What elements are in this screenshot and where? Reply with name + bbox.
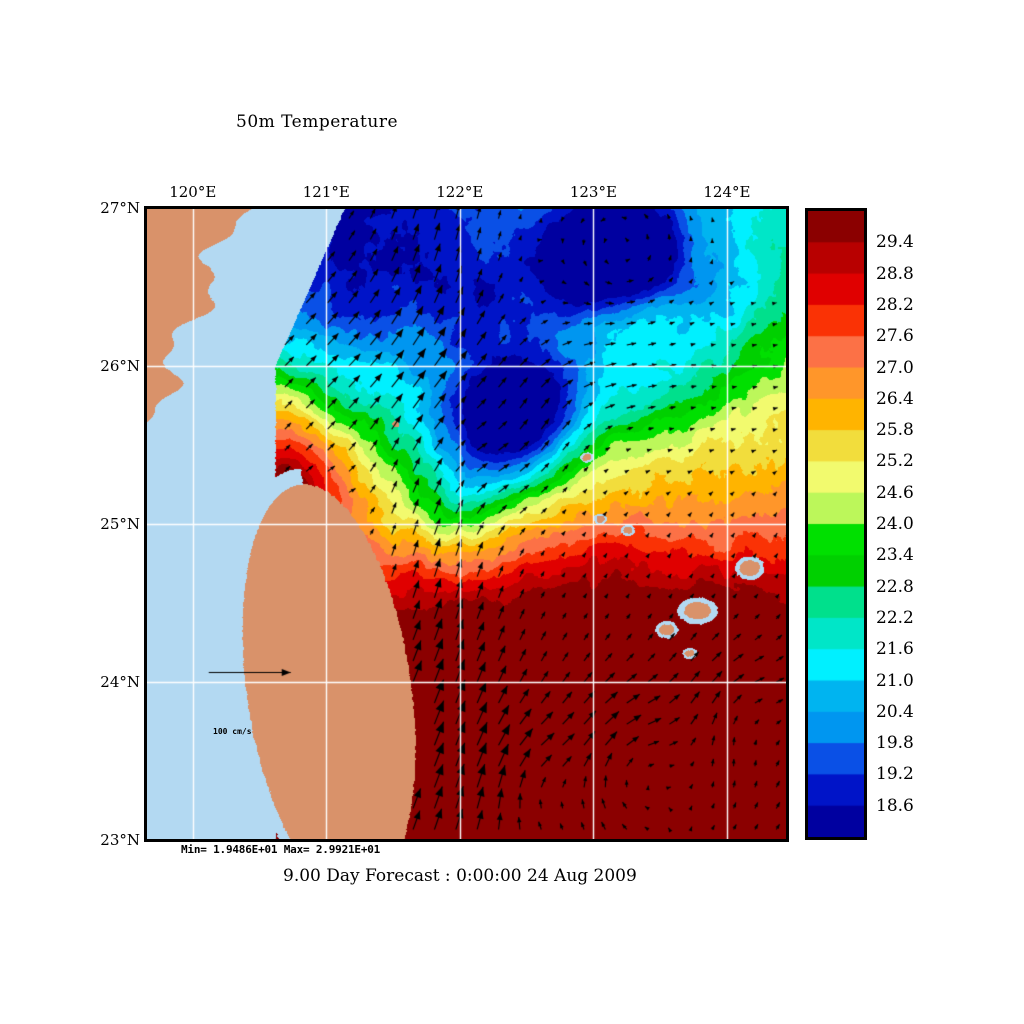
colorbar-label-1: 28.8	[876, 263, 914, 284]
colorbar-label-4: 27.0	[876, 357, 914, 378]
temperature-field-canvas	[146, 208, 787, 840]
colorbar-label-9: 24.0	[876, 514, 914, 534]
colorbar-label-6: 25.8	[876, 420, 914, 441]
longitude-tick-1: 121°E	[302, 183, 350, 201]
latitude-tick-1: 26°N	[100, 357, 140, 375]
colorbar-label-15: 20.4	[876, 701, 914, 722]
longitude-tick-2: 122°E	[436, 183, 484, 201]
temperature-colorbar[interactable]	[805, 208, 867, 840]
colorbar-label-11: 22.8	[876, 576, 914, 597]
forecast-footer: 9.00 Day Forecast : 0:00:00 24 Aug 2009	[283, 866, 637, 886]
latitude-tick-4: 23°N	[100, 831, 140, 849]
vector-scale-label: 100 cm/s	[213, 727, 252, 736]
latitude-tick-0: 27°N	[100, 199, 140, 217]
colorbar-label-10: 23.4	[876, 545, 914, 566]
colorbar-label-2: 28.2	[876, 294, 914, 315]
latitude-tick-3: 24°N	[100, 673, 140, 691]
colorbar-label-0: 29.4	[876, 232, 914, 253]
colorbar-label-18: 18.6	[876, 795, 914, 816]
colorbar-label-12: 22.2	[876, 607, 914, 628]
colorbar-label-8: 24.6	[876, 482, 914, 503]
longitude-tick-4: 124°E	[703, 183, 751, 201]
temperature-and-current-map[interactable]	[146, 208, 787, 840]
colorbar-label-7: 25.2	[876, 451, 914, 472]
colorbar-label-14: 21.0	[876, 670, 914, 691]
colorbar-label-13: 21.6	[876, 639, 914, 660]
longitude-tick-0: 120°E	[169, 183, 217, 201]
colorbar-label-5: 26.4	[876, 388, 914, 409]
longitude-tick-3: 123°E	[569, 183, 617, 201]
min-max-annotation: Min= 1.9486E+01 Max= 2.9921E+01	[181, 843, 381, 856]
colorbar-label-3: 27.6	[876, 326, 914, 347]
page-title: 50m Temperature	[236, 112, 399, 132]
colorbar-label-16: 19.8	[876, 733, 914, 754]
colorbar-gradient	[808, 211, 864, 837]
latitude-tick-2: 25°N	[100, 515, 140, 533]
colorbar-label-17: 19.2	[876, 764, 914, 785]
